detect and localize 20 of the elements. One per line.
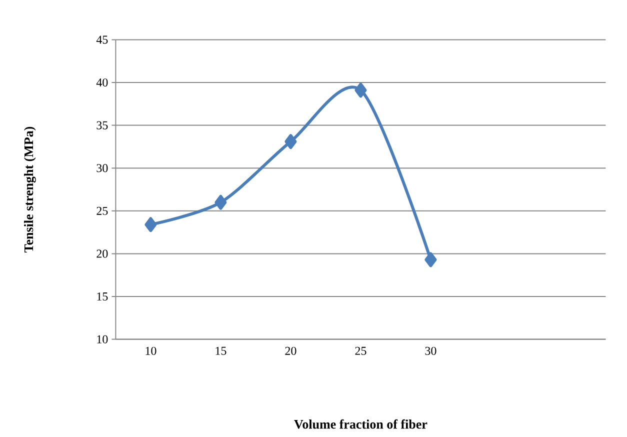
x-tick-label: 10: [146, 346, 156, 355]
y-tick-label: 35: [96, 121, 108, 130]
x-tick-label: 25: [355, 346, 366, 355]
y-tick-label: 40: [96, 78, 108, 87]
point: [144, 217, 157, 232]
y-axis-title: Tensile strenght (MPa): [24, 126, 36, 252]
point: [214, 194, 227, 210]
point: [424, 252, 437, 268]
x-tick-label: 15: [216, 346, 226, 355]
x-axis-title: Volume fraction of fiber: [294, 419, 428, 429]
x-tick-label: 30: [425, 346, 436, 355]
y-tick-label: 15: [97, 292, 108, 301]
point: [284, 134, 297, 150]
y-tick-label: 45: [96, 36, 108, 44]
y-tick-label: 25: [96, 206, 108, 215]
y-tick-label: 10: [97, 335, 108, 344]
y-tick-label: 20: [96, 250, 108, 258]
point: [354, 82, 367, 98]
y-tick-label: 30: [96, 164, 108, 172]
x-tick-label: 20: [285, 346, 296, 355]
